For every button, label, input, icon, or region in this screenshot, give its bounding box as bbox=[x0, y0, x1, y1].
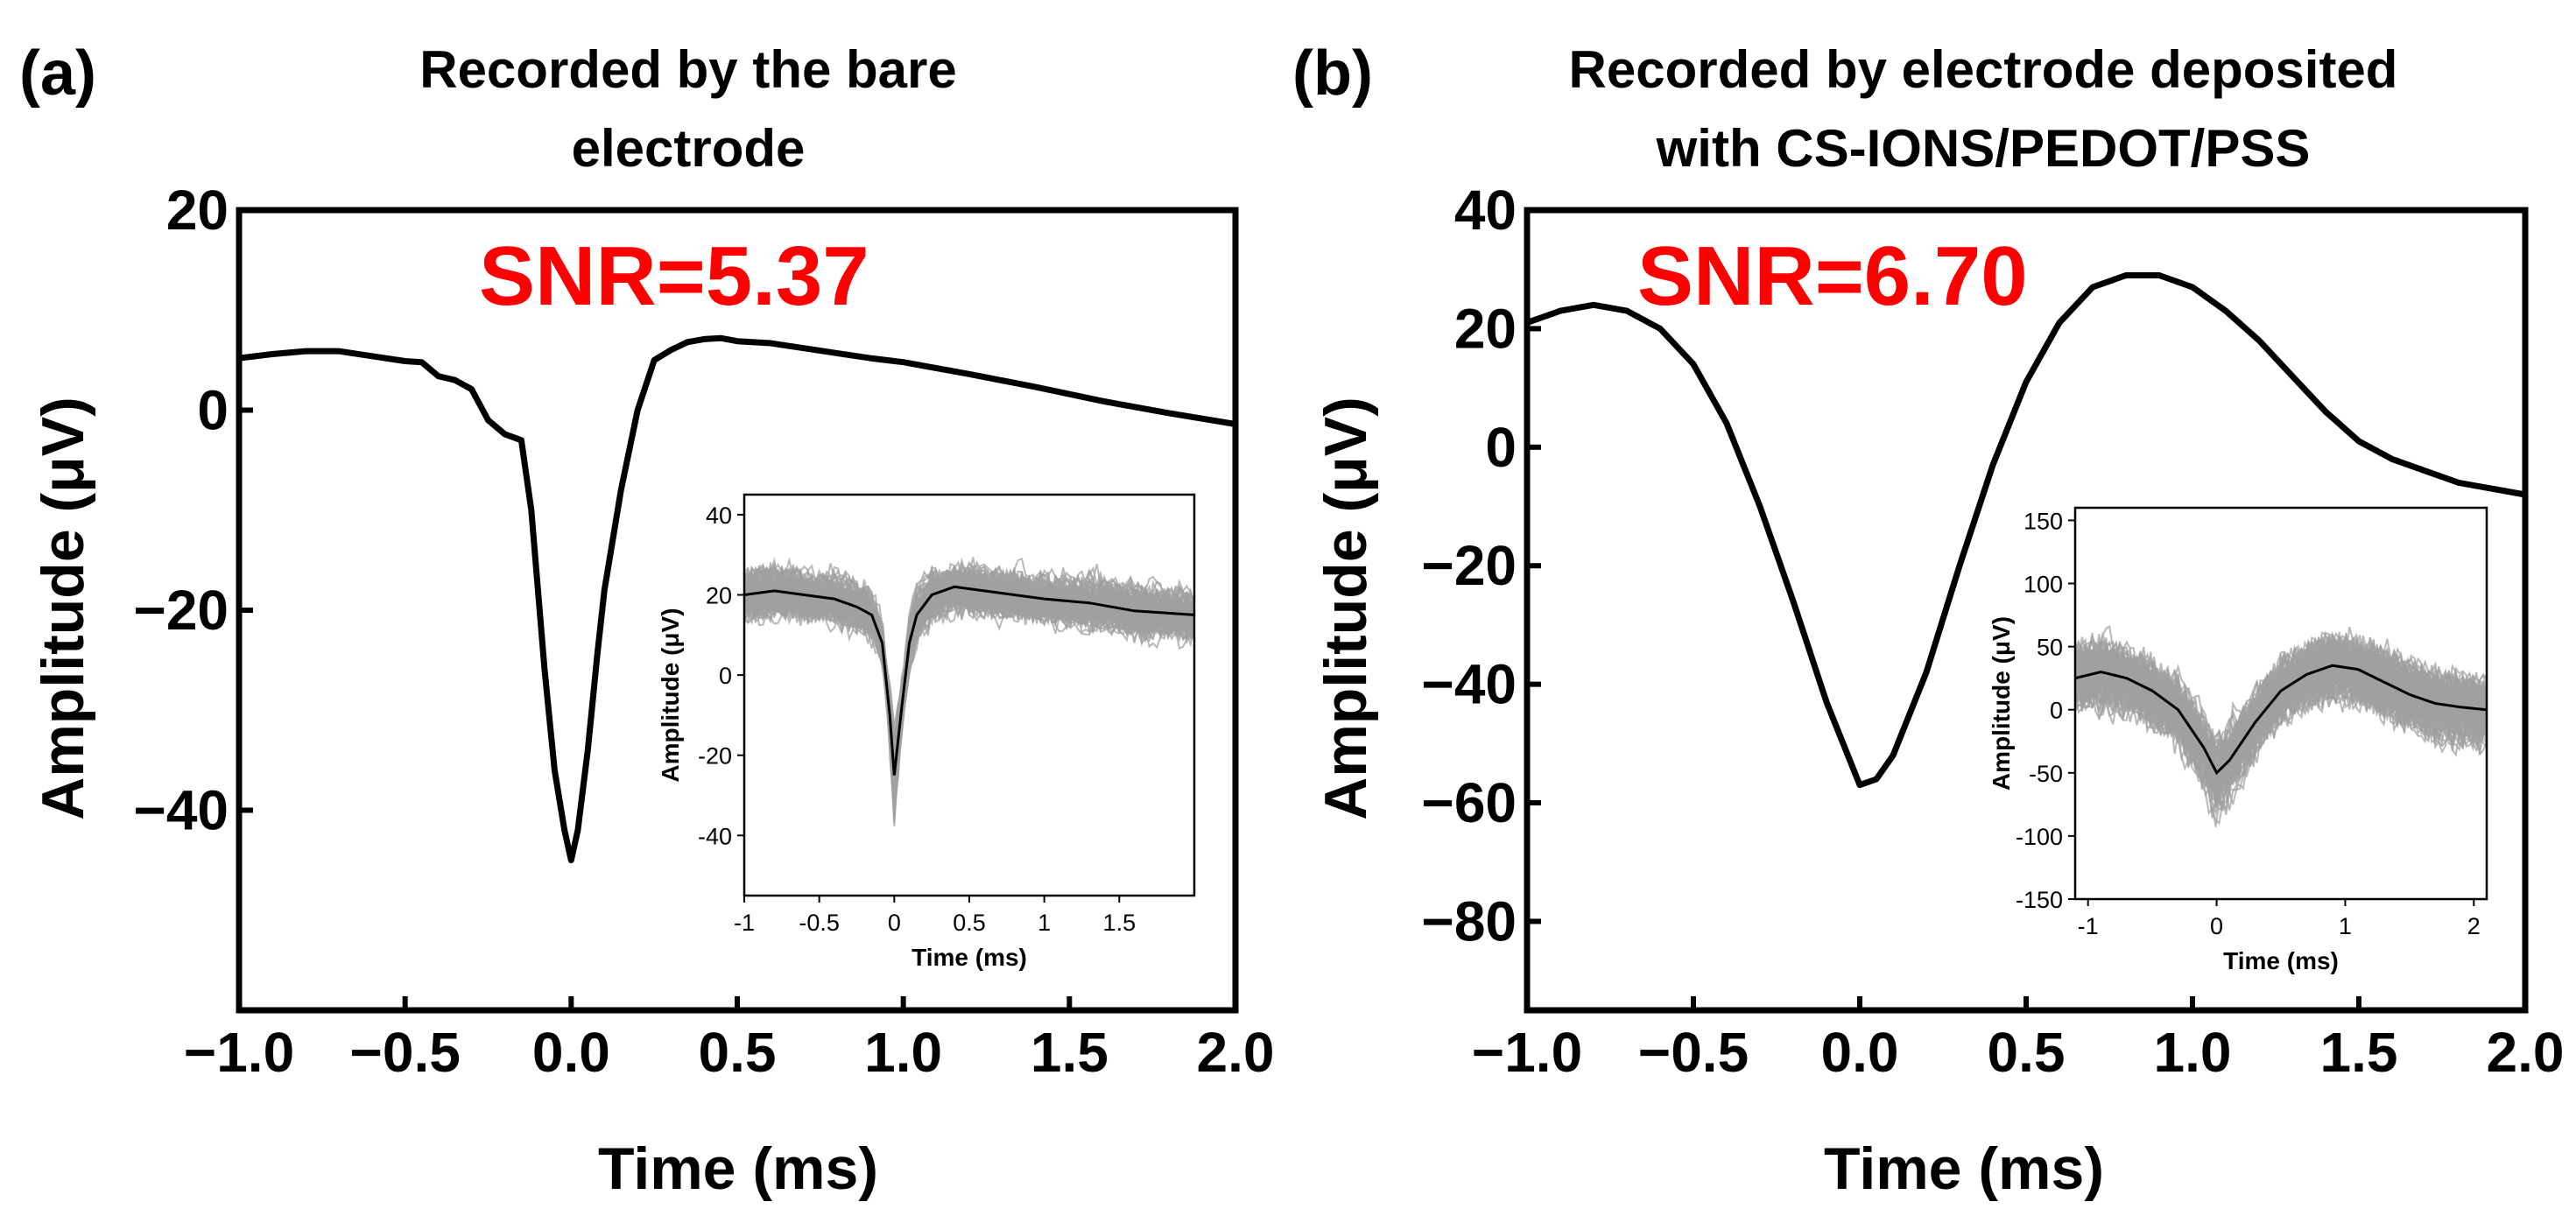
inset-a-y-tick-label: 0 bbox=[719, 663, 732, 689]
main-a-y-tick-label: 20 bbox=[166, 179, 229, 242]
main-b-y-tick-label: 40 bbox=[1454, 179, 1517, 242]
inset-a-x-axis-label: Time (ms) bbox=[911, 944, 1027, 971]
inset-a-x-tick-label: 1.5 bbox=[1103, 910, 1137, 936]
inset-a-y-axis-label: Amplitude (μV) bbox=[657, 608, 684, 782]
main-b-x-tick-label: 2.0 bbox=[2487, 1021, 2565, 1084]
inset-b-y-tick-label: -150 bbox=[2016, 887, 2063, 913]
inset-b-x-tick-label: 0 bbox=[2210, 913, 2223, 939]
x-axis-label-b: Time (ms) bbox=[1824, 1135, 2104, 1202]
inset-a-trace bbox=[744, 566, 1194, 736]
main-a-x-tick-label: 0.0 bbox=[532, 1021, 610, 1084]
main-b-series-line bbox=[1525, 272, 2526, 789]
inset-b-trace bbox=[2075, 643, 2487, 760]
snr-annotation-a: SNR=5.37 bbox=[479, 229, 869, 323]
inset-a-y-tick-label: -40 bbox=[698, 823, 732, 849]
main-a-y-tick-label: −20 bbox=[133, 579, 229, 642]
main-a-x-tick-label: 1.0 bbox=[864, 1021, 942, 1084]
inset-plot-a: -1 -0.5 0 0.5 1 1.5 40 20 0 -20 -40 Time (ms) Amplit… bbox=[657, 493, 1196, 971]
main-a-y-tick-label: −40 bbox=[133, 779, 229, 842]
main-a-x-tick-label: −1.0 bbox=[184, 1021, 294, 1084]
inset-b-trace bbox=[2075, 648, 2487, 770]
inset-plot-b: -1 0 1 2 150 100 50 0 -50 -100 -150 Time (ms) Amplit… bbox=[1988, 506, 2488, 974]
panel-b: (b) Recorded by electrode deposited with… bbox=[1292, 39, 2564, 1202]
main-b-x-tick-label: −1.0 bbox=[1472, 1021, 1582, 1084]
inset-b-x-tick-label: 1 bbox=[2339, 913, 2352, 939]
main-plot-a: −1.0 −0.5 0.0 0.5 1.0 1.5 2.0 20 0 −20 −40 bbox=[133, 179, 1274, 1084]
x-axis-label-a: Time (ms) bbox=[598, 1135, 878, 1202]
main-a-x-tick-label: −0.5 bbox=[349, 1021, 460, 1084]
inset-a-x-tick-label: -1 bbox=[734, 910, 755, 936]
panel-a: (a) Recorded by the bare electrode Ampli… bbox=[19, 39, 1274, 1202]
panel-label-b: (b) bbox=[1292, 39, 1373, 109]
inset-b-y-tick-label: 0 bbox=[2050, 698, 2063, 724]
inset-a-x-tick-label: -0.5 bbox=[799, 910, 840, 936]
inset-b-traces bbox=[2075, 624, 2487, 827]
inset-b-y-axis-label: Amplitude (μV) bbox=[1988, 616, 2015, 791]
inset-a-mean-line bbox=[744, 585, 1194, 776]
main-a-x-tick-label: 1.5 bbox=[1031, 1021, 1109, 1084]
inset-b-y-tick-label: 150 bbox=[2023, 508, 2063, 534]
main-b-x-tick-label: −0.5 bbox=[1638, 1021, 1749, 1084]
panel-label-a: (a) bbox=[19, 39, 96, 109]
inset-a-y-tick-label: -20 bbox=[698, 743, 732, 770]
inset-a-background bbox=[744, 495, 1194, 896]
inset-b-y-tick-label: 100 bbox=[2023, 572, 2063, 598]
main-a-x-tick-label: 0.5 bbox=[699, 1021, 777, 1084]
inset-a-trace bbox=[744, 583, 1194, 789]
main-b-x-tick-label: 1.5 bbox=[2320, 1021, 2398, 1084]
inset-a-y-tick-label: 20 bbox=[706, 583, 732, 609]
inset-a-trace bbox=[744, 568, 1194, 774]
inset-b-trace bbox=[2075, 645, 2487, 770]
inset-b-y-tick-label: 50 bbox=[2037, 635, 2063, 661]
y-axis-label-b: Amplitude (μV) bbox=[1313, 397, 1379, 820]
inset-b-y-tick-label: -100 bbox=[2016, 824, 2063, 850]
main-b-x-tick-label: 0.0 bbox=[1821, 1021, 1899, 1084]
main-b-y-tick-label: −60 bbox=[1421, 771, 1517, 834]
inset-b-trace bbox=[2075, 651, 2487, 812]
chart-title-b-line-1: Recorded by electrode deposited bbox=[1569, 40, 2398, 99]
inset-b-frame bbox=[2073, 506, 2488, 901]
inset-b-y-tick-label: -50 bbox=[2029, 761, 2063, 787]
inset-a-x-tick-label: 0.5 bbox=[953, 910, 986, 936]
inset-a-trace bbox=[744, 580, 1194, 774]
main-a-y-tick-label: 0 bbox=[197, 379, 229, 442]
inset-b-x-tick-label: 2 bbox=[2467, 913, 2481, 939]
main-b-y-tick-label: −80 bbox=[1421, 889, 1517, 952]
inset-b-trace bbox=[2075, 624, 2487, 777]
main-b-x-tick-label: 1.0 bbox=[2154, 1021, 2232, 1084]
inset-a-trace bbox=[744, 574, 1194, 756]
chart-title-a-line-1: Recorded by the bare bbox=[419, 40, 957, 99]
snr-annotation-b: SNR=6.70 bbox=[1637, 229, 2028, 323]
main-b-y-tick-label: −20 bbox=[1421, 534, 1517, 597]
inset-a-y-tick-label: 40 bbox=[706, 503, 732, 529]
inset-a-x-tick-label: 0 bbox=[888, 910, 901, 936]
inset-b-x-axis-label: Time (ms) bbox=[2223, 947, 2339, 974]
inset-a-trace bbox=[744, 557, 1194, 727]
inset-b-x-tick-label: -1 bbox=[2078, 913, 2099, 939]
inset-b-mean-line bbox=[2075, 664, 2487, 776]
main-b-y-tick-label: 20 bbox=[1454, 297, 1517, 360]
main-b-y-tick-label: −40 bbox=[1421, 653, 1517, 716]
y-axis-label-a: Amplitude (μV) bbox=[30, 397, 96, 820]
main-b-y-tick-label: 0 bbox=[1485, 416, 1517, 479]
main-a-x-tick-label: 2.0 bbox=[1197, 1021, 1275, 1084]
main-b-x-tick-label: 0.5 bbox=[1988, 1021, 2066, 1084]
main-a-series-line bbox=[238, 334, 1236, 864]
chart-title-b-line-2: with CS-IONS/PEDOT/PSS bbox=[1656, 119, 2311, 178]
inset-a-x-tick-label: 1 bbox=[1038, 910, 1051, 936]
chart-title-a-line-2: electrode bbox=[572, 119, 806, 178]
